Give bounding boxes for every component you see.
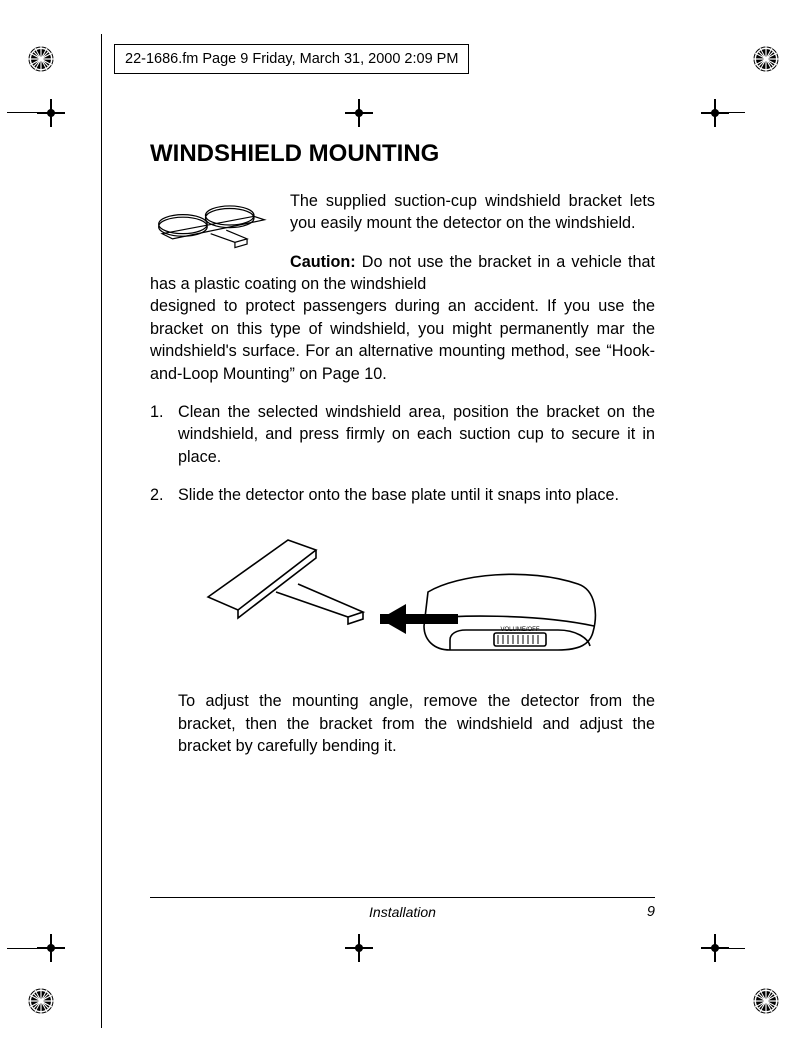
detector-volume-label: VOLUME/OFF	[500, 627, 539, 633]
bracket-figure	[150, 190, 280, 260]
footer-page-number: 9	[647, 904, 655, 920]
registration-mark-icon	[28, 46, 54, 72]
crop-line	[7, 948, 45, 949]
crop-line	[101, 34, 102, 1028]
registration-mark-icon	[753, 988, 779, 1014]
adjust-paragraph: To adjust the mounting angle, remove the…	[150, 690, 655, 757]
section-heading: WINDSHIELD MOUNTING	[150, 140, 655, 168]
registration-mark-icon	[753, 46, 779, 72]
content-area: WINDSHIELD MOUNTING The supplied suction…	[150, 140, 655, 773]
crop-cross-icon	[345, 99, 373, 127]
crop-cross-icon	[345, 934, 373, 962]
step-list: Clean the selected windshield area, posi…	[150, 401, 655, 506]
crop-line	[707, 948, 745, 949]
step-item: Clean the selected windshield area, posi…	[150, 401, 655, 468]
crop-line	[7, 112, 45, 113]
step-item: Slide the detector onto the base plate u…	[150, 484, 655, 506]
intro-block: The supplied suction-cup windshield brac…	[150, 190, 655, 295]
page-meta-text: 22-1686.fm Page 9 Friday, March 31, 2000…	[125, 51, 458, 67]
crop-line	[707, 112, 745, 113]
footer-section-label: Installation	[150, 904, 655, 920]
caution-label: Caution:	[290, 253, 356, 271]
page-meta-box: 22-1686.fm Page 9 Friday, March 31, 2000…	[114, 44, 469, 74]
caution-paragraph-2: designed to protect passengers during an…	[150, 295, 655, 384]
crop-cross-icon	[701, 99, 729, 127]
page: { "header": { "crop_info": "22-1686.fm P…	[0, 0, 807, 1062]
registration-mark-icon	[28, 988, 54, 1014]
footer-rule	[150, 897, 655, 898]
detector-figure: VOLUME/OFF	[198, 522, 608, 672]
crop-cross-icon	[37, 99, 65, 127]
